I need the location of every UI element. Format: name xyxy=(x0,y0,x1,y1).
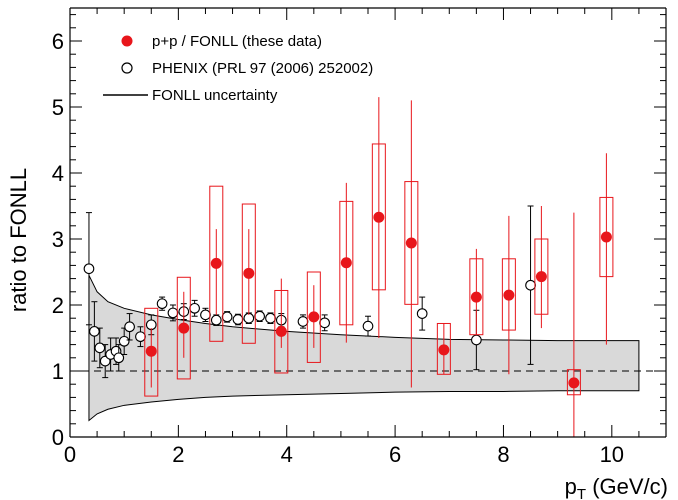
y-tick-label: 5 xyxy=(52,95,64,120)
phenix-point xyxy=(416,308,428,319)
data-point xyxy=(178,322,190,334)
y-tick-label: 2 xyxy=(52,293,64,318)
phenix-point xyxy=(297,316,309,327)
y-tick-label: 4 xyxy=(52,161,64,186)
x-tick-label: 0 xyxy=(64,442,76,467)
phenix-point xyxy=(83,263,95,275)
phenix-point xyxy=(232,314,244,325)
data-point xyxy=(470,291,482,303)
systematic-box xyxy=(144,307,159,397)
data-point xyxy=(210,257,222,269)
data-point xyxy=(243,267,255,279)
legend-label-phenix: PHENIX (PRL 97 (2006) 252002) xyxy=(152,60,373,77)
x-axis-title-subscript: T xyxy=(577,486,586,500)
phenix-point xyxy=(124,321,135,333)
fonll-band-area xyxy=(88,275,640,422)
data-point xyxy=(600,231,612,243)
phenix-point xyxy=(265,312,276,324)
y-tick-label: 3 xyxy=(52,227,64,252)
y-tick-label: 6 xyxy=(52,29,64,54)
data-point xyxy=(438,344,450,356)
legend-marker-phenix xyxy=(121,62,133,74)
data-point xyxy=(308,311,320,323)
tick-labels: 0 2 4 6 8 10 0 1 2 3 4 5 6 xyxy=(52,29,624,467)
phenix-point xyxy=(94,342,106,354)
data-point xyxy=(568,377,580,389)
systematic-box xyxy=(176,276,191,380)
phenix-point xyxy=(200,309,211,321)
x-tick-label: 6 xyxy=(389,442,401,467)
x-axis-title: pT (GeV/c) xyxy=(565,474,668,500)
phenix-point xyxy=(167,307,179,319)
data-point xyxy=(145,345,157,357)
phenix-point xyxy=(135,331,146,343)
phenix-point xyxy=(319,317,331,329)
legend-label-fonll: FONLL uncertainty xyxy=(152,87,278,104)
data-point xyxy=(373,211,385,223)
y-axis-title: ratio to FONLL xyxy=(6,168,31,312)
x-tick-label: 8 xyxy=(497,442,509,467)
phenix-point xyxy=(113,352,125,364)
y-tick-label: 1 xyxy=(52,359,64,384)
systematic-box xyxy=(209,185,224,342)
phenix-point xyxy=(254,310,265,322)
pp-fonll-series xyxy=(144,97,614,437)
data-point xyxy=(503,289,515,301)
phenix-point xyxy=(118,335,130,347)
fonll-uncertainty-band xyxy=(88,275,640,422)
x-tick-label: 2 xyxy=(172,442,184,467)
phenix-point xyxy=(156,298,168,310)
phenix-point xyxy=(525,279,536,291)
data-point xyxy=(535,271,547,283)
y-tick-label: 0 xyxy=(52,425,64,450)
x-axis-title-unit: (GeV/c) xyxy=(586,474,668,499)
phenix-point xyxy=(189,302,200,314)
phenix-point xyxy=(210,314,222,326)
x-axis-title-main: p xyxy=(565,474,577,499)
phenix-point xyxy=(221,311,233,323)
x-tick-label: 4 xyxy=(281,442,293,467)
phenix-point xyxy=(471,334,482,346)
legend: p+p / FONLL (these data) PHENIX (PRL 97 … xyxy=(103,33,373,104)
phenix-point xyxy=(89,326,100,337)
legend-label-pp: p+p / FONLL (these data) xyxy=(152,33,322,50)
data-point xyxy=(405,237,417,249)
data-point xyxy=(275,325,287,337)
systematic-box xyxy=(241,203,256,344)
data-point xyxy=(340,257,352,269)
systematic-box xyxy=(306,271,321,363)
legend-marker-pp xyxy=(121,35,133,47)
phenix-series xyxy=(83,205,536,379)
phenix-point xyxy=(362,320,374,332)
axes xyxy=(69,7,667,438)
x-tick-label: 10 xyxy=(600,442,624,467)
